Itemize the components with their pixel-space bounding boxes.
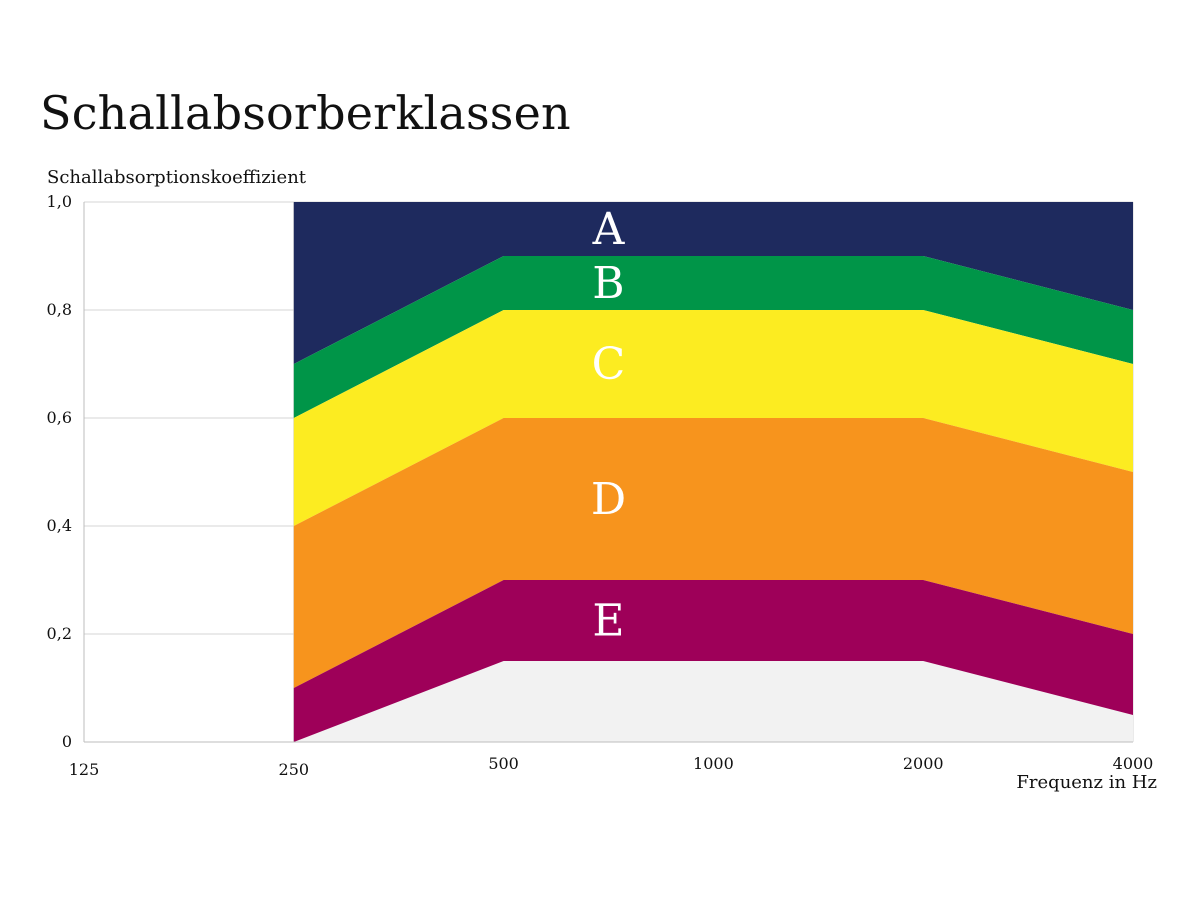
x-tick-label: 250: [279, 760, 310, 779]
axes: [83, 202, 1133, 743]
x-tick-label: 1000: [693, 754, 734, 773]
band-label-a: A: [592, 204, 626, 255]
x-tick-label: 125: [69, 760, 100, 779]
band-label-d: D: [591, 474, 626, 525]
y-tick-label: 0,4: [47, 516, 72, 535]
y-tick-labels: 0 0,2 0,4 0,6 0,8 1,0: [47, 192, 72, 751]
page-title: Schallabsorberklassen: [40, 86, 571, 140]
band-a: [293, 202, 1133, 364]
y-tick-label: 1,0: [47, 192, 72, 211]
unclassified-region: [293, 661, 1133, 742]
y-tick-label: 0,2: [47, 624, 72, 643]
x-axis-label: Frequenz in Hz: [1016, 772, 1157, 793]
y-tick-label: 0,8: [47, 300, 72, 319]
x-tick-label: 2000: [903, 754, 944, 773]
x-tick-labels: 125 250 500 1000 2000 4000: [69, 754, 1154, 779]
y-tick-label: 0,6: [47, 408, 72, 427]
band-d: [293, 418, 1133, 688]
x-tick-label: 500: [488, 754, 519, 773]
y-axis-label: Schallabsorptionskoeffizient: [47, 167, 307, 188]
band-label-e: E: [592, 596, 624, 647]
absorber-class-bands: [293, 202, 1133, 742]
band-e: [293, 580, 1133, 742]
y-tick-label: 0: [62, 732, 72, 751]
band-label-c: C: [592, 339, 626, 390]
band-b: [293, 256, 1133, 418]
band-label-b: B: [592, 258, 624, 309]
x-tick-label: 4000: [1113, 754, 1154, 773]
band-labels: ABC D E: [591, 204, 626, 647]
